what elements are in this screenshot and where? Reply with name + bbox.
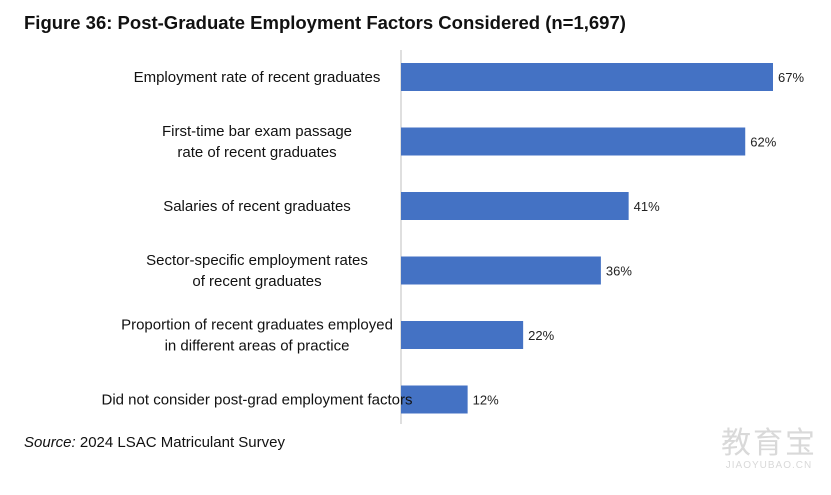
category-label: Sector-specific employment rates [146,252,368,269]
bar [401,256,601,285]
bar-value-label: 36% [606,264,632,279]
source-text: 2024 LSAC Matriculant Survey [75,434,285,451]
bar [401,192,629,220]
chart-title: Figure 36: Post-Graduate Employment Fact… [24,12,626,33]
bar [401,321,524,349]
bars-layer: 67% Employment rate of recent graduates 62… [102,63,804,414]
category-label: of recent graduates [192,273,321,290]
category-label: Did not consider post-grad employment fa… [102,392,413,409]
bar [401,63,773,91]
bar-value-label: 41% [634,199,660,214]
bar-value-label: 22% [528,328,554,343]
watermark-logo: 教育宝 JIAOYUBAO.CN [721,428,817,472]
bar-value-label: 62% [750,135,776,150]
bar [401,385,468,414]
source-prefix: Source: [24,434,76,451]
category-label: First-time bar exam passage [162,123,352,140]
watermark-logo-text: 教育宝 [721,426,817,461]
category-label: in different areas of practice [165,338,350,355]
category-label: Proportion of recent graduates employed [121,317,393,334]
bar-value-label: 67% [778,70,804,85]
watermark-url: JIAOYUBAO.CN [725,460,813,471]
category-label: rate of recent graduates [177,144,336,161]
source-note: Source: 2024 LSAC Matriculant Survey [24,434,285,451]
category-label: Salaries of recent graduates [163,198,351,215]
bar [401,127,746,156]
bar-value-label: 12% [473,393,499,408]
category-label: Employment rate of recent graduates [134,69,381,86]
